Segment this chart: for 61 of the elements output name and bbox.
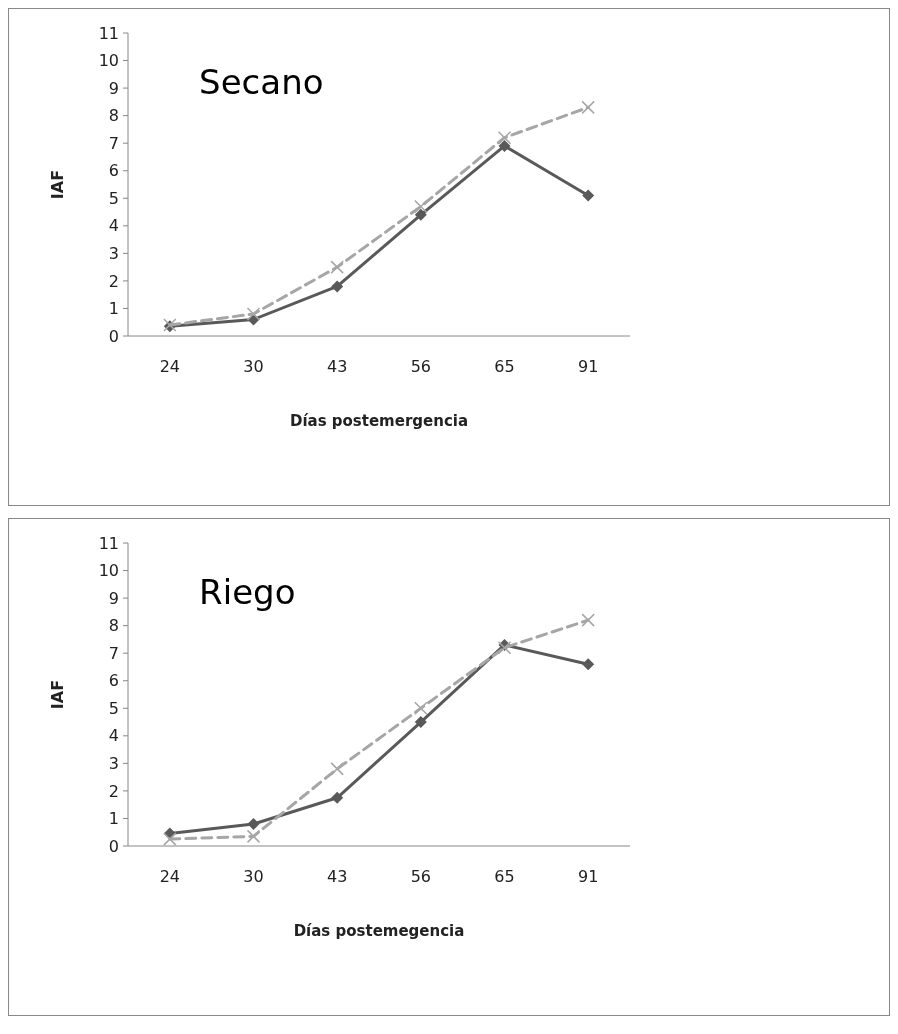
y-tick-label: 6 [108,671,119,691]
x-tick-label: 56 [410,357,432,376]
x-tick-label: 43 [326,867,348,886]
point [330,762,344,776]
point [331,791,344,804]
y-tick-label: 0 [108,326,119,346]
x-tick-label: 91 [577,357,599,376]
point [497,130,512,145]
x-tick-label: 30 [243,357,264,376]
y-tick-label: 2 [108,271,119,291]
point [581,613,595,627]
point [331,280,344,293]
y-tick-label: 1 [108,299,119,319]
y-tick-label: 11 [98,23,119,43]
y-tick-label: 4 [108,216,119,236]
point [414,199,428,214]
point [414,701,428,716]
point [582,189,595,202]
x-tick-label: 24 [159,867,181,886]
y-tick-label: 10 [98,51,119,71]
text: Secano [199,61,324,102]
point [246,307,261,321]
point [414,716,427,729]
x-tick-label: 30 [243,867,264,886]
text: Riego [199,571,296,612]
x-axis-title: Días postemegencia [293,922,465,940]
y-tick-label: 9 [108,588,119,608]
point [581,100,595,115]
y-tick-label: 3 [108,243,119,263]
y-tick-label: 2 [108,781,119,801]
point [582,658,595,671]
y-tick-label: 6 [108,161,119,181]
x-tick-label: 56 [410,867,432,886]
point [330,260,344,274]
x-tick-label: 24 [159,357,181,376]
point [163,832,177,846]
y-axis-title: IAF [48,679,67,710]
point [246,829,261,844]
point [498,139,511,152]
y-tick-label: 5 [108,698,119,718]
y-axis-title: IAF [48,169,67,200]
y-tick-label: 10 [98,561,119,581]
x-tick-label: 65 [494,867,515,886]
y-tick-label: 8 [108,106,119,126]
y-tick-label: 11 [98,533,119,553]
y-tick-label: 4 [108,726,119,746]
x-tick-label: 65 [494,357,515,376]
y-tick-label: 1 [108,809,119,829]
y-tick-label: 0 [108,836,119,856]
y-tick-label: 7 [108,133,119,153]
y-tick-label: 3 [108,753,119,773]
point [414,208,427,221]
point [497,640,512,655]
point [247,817,260,830]
x-axis-title: Días postemergencia [289,412,469,430]
y-tick-label: 7 [108,643,119,663]
y-tick-label: 9 [108,78,119,98]
y-tick-label: 5 [108,188,119,208]
y-tick-label: 8 [108,616,119,636]
x-tick-label: 91 [577,867,599,886]
x-tick-label: 43 [326,357,348,376]
